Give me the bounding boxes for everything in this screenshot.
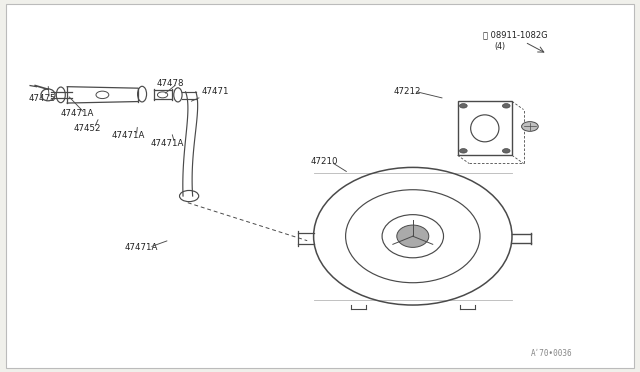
Text: (4): (4) [495, 42, 506, 51]
Text: Aʹ70•0036: Aʹ70•0036 [531, 349, 573, 358]
Text: 47210: 47210 [310, 157, 338, 166]
Text: 47212: 47212 [394, 87, 421, 96]
Text: 47471A: 47471A [150, 139, 184, 148]
Text: 47471: 47471 [202, 87, 229, 96]
Text: 47452: 47452 [74, 124, 101, 133]
Circle shape [460, 148, 467, 153]
Text: Ⓝ 08911-1082G: Ⓝ 08911-1082G [483, 31, 548, 40]
Circle shape [502, 148, 510, 153]
Text: 47471A: 47471A [112, 131, 145, 140]
Text: 47471A: 47471A [125, 243, 158, 252]
Text: 47475: 47475 [29, 94, 56, 103]
Ellipse shape [397, 225, 429, 247]
Text: 47471A: 47471A [61, 109, 94, 118]
Circle shape [522, 122, 538, 131]
Circle shape [460, 103, 467, 108]
Text: 47478: 47478 [157, 79, 184, 88]
Bar [458, 101, 512, 155]
Circle shape [502, 103, 510, 108]
